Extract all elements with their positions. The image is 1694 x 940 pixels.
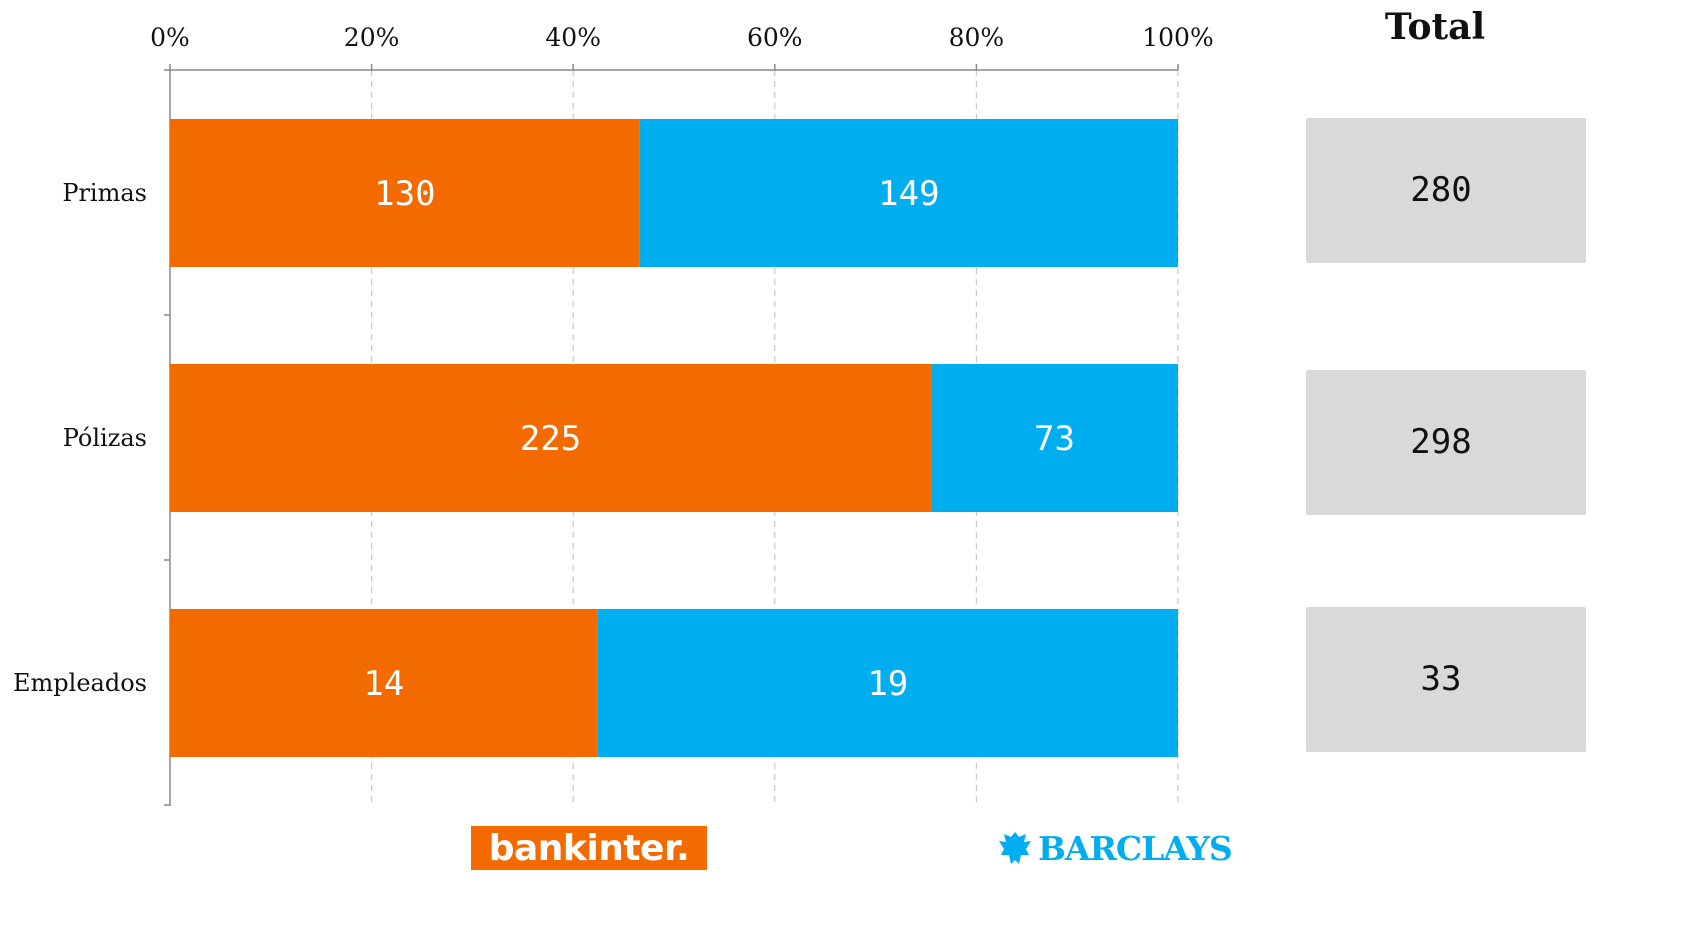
total-box: 280 xyxy=(1306,118,1586,263)
bar-value-label: 19 xyxy=(867,664,908,704)
total-box: 33 xyxy=(1306,607,1586,752)
bar-value-label: 225 xyxy=(520,419,581,459)
stacked-bar-chart: 0% 20% 40% 60% 80% 100% 130 149 Primas 225 73 Póliz… xyxy=(13,23,1214,806)
bar-segment xyxy=(170,364,932,512)
bar-value-label: 130 xyxy=(374,174,435,214)
bar-segment xyxy=(170,119,640,267)
total-box: 298 xyxy=(1306,370,1586,515)
bankinter-logo-text: bankinter. xyxy=(488,827,690,869)
totals-title: Total xyxy=(1384,6,1486,48)
bar-segment xyxy=(931,364,1178,512)
x-tick-label: 60% xyxy=(747,23,803,52)
bar-segment xyxy=(639,119,1178,267)
category-label: Primas xyxy=(62,179,147,207)
barclays-logo-text: BARCLAYS xyxy=(1038,828,1233,868)
eagle-icon xyxy=(999,832,1031,864)
x-tick-label: 0% xyxy=(150,23,190,52)
category-label: Empleados xyxy=(13,669,147,697)
total-value: 280 xyxy=(1410,170,1472,210)
total-value: 298 xyxy=(1410,422,1472,462)
bar-value-label: 149 xyxy=(878,174,939,214)
bar-value-label: 14 xyxy=(363,664,404,704)
category-label: Pólizas xyxy=(63,424,147,452)
barclays-logo: BARCLAYS xyxy=(998,826,1233,870)
bankinter-logo: bankinter. xyxy=(471,826,707,870)
x-tick-label: 20% xyxy=(344,23,400,52)
total-value: 33 xyxy=(1420,659,1462,699)
bar-segment xyxy=(170,609,598,757)
bar-value-label: 73 xyxy=(1034,419,1075,459)
x-tick-label: 80% xyxy=(949,23,1005,52)
x-tick-label: 40% xyxy=(545,23,601,52)
bar-segment xyxy=(597,609,1178,757)
x-tick-label: 100% xyxy=(1142,23,1213,52)
